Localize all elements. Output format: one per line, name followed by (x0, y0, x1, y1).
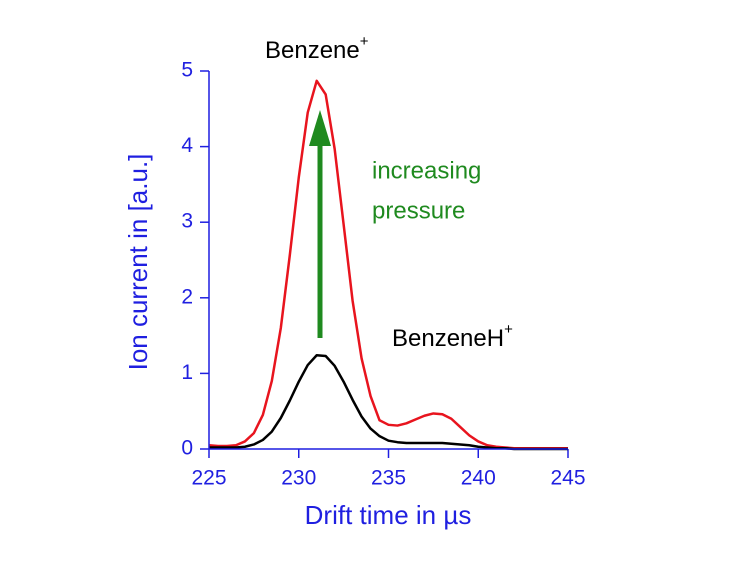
pressure-arrow (309, 110, 331, 338)
y-tick-label: 2 (181, 285, 193, 308)
x-axis-title: Drift time in µs (305, 500, 472, 530)
benzeneh-label: BenzeneH+ (392, 321, 513, 352)
series-line (209, 354, 568, 451)
x-tick-label: 230 (281, 467, 316, 490)
x-tick-label: 240 (461, 467, 496, 490)
x-tick-label: 235 (371, 467, 406, 490)
y-tick-label: 3 (181, 210, 193, 233)
y-tick-label: 4 (181, 134, 193, 157)
x-tick-label: 225 (191, 467, 226, 490)
y-tick-label: 5 (181, 59, 193, 82)
y-tick-label: 1 (181, 361, 193, 384)
pressure-label-line: increasing (372, 157, 481, 184)
y-tick-label: 0 (181, 437, 193, 460)
y-axis-title: Ion current in [a.u.] (123, 154, 153, 371)
pressure-label-line: pressure (372, 197, 465, 224)
series-line (208, 79, 568, 450)
arrow-head (309, 110, 331, 146)
benzene-label: Benzene+ (265, 33, 369, 64)
x-tick-label: 245 (550, 467, 585, 490)
